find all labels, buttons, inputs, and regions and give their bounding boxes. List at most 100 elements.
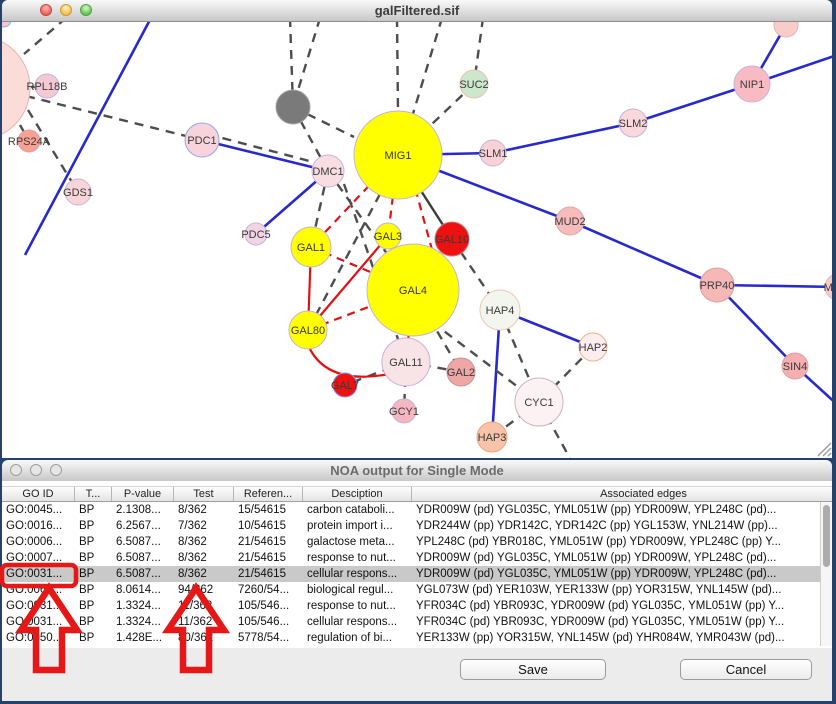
table-cell: GO:0065... [6,584,63,596]
table-cell: GO:0031... [6,616,63,628]
column-header[interactable]: T... [75,487,112,501]
table-cell: 105/546... [238,600,290,612]
table-row[interactable]: GO:0050... BP 1.428E... 80/362 5778/54... reg… [2,630,820,646]
node-HAP3[interactable] [476,421,508,453]
table-cell: regulation of bi... [307,632,393,644]
node-PRP40[interactable] [699,267,735,303]
network-edge [431,83,475,125]
noa-window-title: NOA output for Single Mode [330,463,504,478]
scrollbar-thumb[interactable] [823,505,830,567]
node-SLM1[interactable] [479,139,507,167]
node-GAL3[interactable] [374,222,402,250]
node-RPL18B[interactable] [34,73,60,99]
network-edge [292,105,355,139]
zoom-icon[interactable] [80,4,92,16]
network-edge [23,15,154,256]
table-cell: YDR009W (pd) YGL035C, YML051W (pp) YDR00… [416,504,777,516]
table-cell: 1.3324... [116,600,161,612]
column-header[interactable]: Desciption [303,487,412,501]
table-row[interactable]: GO:0007... BP 6.5087... 8/362 21/54615 respon… [2,550,820,566]
noa-window-titlebar[interactable]: NOA output for Single Mode [2,460,832,482]
node-gray[interactable] [275,89,311,125]
node-NIP1[interactable] [733,65,771,103]
resize-grip-icon[interactable] [817,442,832,457]
node-GAL11[interactable] [381,337,431,387]
minimize-icon[interactable] [30,464,42,476]
table-row[interactable]: GO:0045... BP 2.1308... 8/362 15/54615 carbon… [2,502,820,518]
table-row[interactable]: GO:0065... BP 8.0614... 94/362 7260/54... bio… [2,582,820,598]
node-SIN4[interactable] [781,352,809,380]
network-graph: RPL18BRPS24AGDS1PDC1PDC5DMC1SUC2SLM1SLM2… [2,12,832,458]
table-row[interactable]: GO:0016... BP 6.2567... 7/362 10/54615 protei… [2,518,820,534]
network-edge [293,17,322,101]
node-SUC2[interactable] [459,69,489,99]
node-cut-topleft[interactable] [2,12,12,28]
node-SLM2[interactable] [618,108,648,138]
table-cell: 6.5087... [116,536,161,548]
node-MIG1[interactable] [353,110,443,200]
network-window-title: galFiltered.sif [374,3,460,18]
vertical-scrollbar[interactable] [820,502,832,646]
table-row[interactable]: GO:0031... BP 6.5087... 8/362 21/54615 cellul… [2,566,820,582]
table-cell: BP [79,520,95,532]
column-header[interactable]: Associated edges [600,488,687,500]
table-cell: 11/362 [178,600,213,612]
minimize-icon[interactable] [60,4,72,16]
cancel-button[interactable]: Cancel [680,659,812,680]
node-PDC5[interactable] [244,222,268,246]
table-row[interactable]: GO:0031... BP 1.3324... 11/362 105/546... res… [2,598,820,614]
node-GAL4[interactable] [366,243,460,337]
column-header[interactable]: Test [174,487,234,501]
table-cell: YFR034C (pd) YBR093C, YDR009W (pd) YGL03… [416,600,785,612]
network-canvas[interactable]: RPL18B RPS24A GDS1 PDC1 PDC5 DMC1 SUC2 SLM1 SLM2… [2,12,832,458]
network-window-titlebar[interactable]: galFiltered.sif [2,0,832,22]
table-cell: BP [79,616,95,628]
node-DMC1[interactable] [311,154,345,188]
network-edge [306,344,390,378]
node-GAL7[interactable] [332,372,358,398]
network-edge [395,17,400,112]
table-cell: BP [79,536,95,548]
node-GAL1[interactable] [290,226,332,268]
network-edge [291,106,330,172]
table-cell: YDR009W (pd) YGL035C, YML051W (pp) YDR00… [416,552,777,564]
table-cell: GO:0031... [6,568,63,580]
noa-output-window: NOA output for Single Mode GO ID T... P-va… [2,460,832,701]
network-edge [410,17,444,118]
node-GDS1[interactable] [64,178,92,206]
column-header[interactable]: GO ID [2,487,75,501]
network-edge [490,309,502,438]
node-cut-topright[interactable] [773,12,799,38]
network-edge [23,17,67,55]
node-PDC1[interactable] [184,122,220,158]
table-cell: 6.5087... [116,552,161,564]
zoom-icon[interactable] [50,464,62,476]
close-icon[interactable] [40,4,52,16]
close-icon[interactable] [10,464,22,476]
node-GAL80[interactable] [288,310,328,350]
node-HAP4[interactable] [479,289,521,331]
column-header[interactable]: Referen... [234,487,303,501]
table-cell: 21/54615 [238,536,286,548]
node-RPS24A[interactable] [17,129,41,153]
node-CYC1[interactable] [514,377,564,427]
node-GCY1[interactable] [391,398,417,424]
node-large-pale[interactable] [2,36,31,140]
node-MSL5[interactable] [824,274,832,300]
table-row[interactable]: GO:0006... BP 6.5087... 8/362 21/54615 galact… [2,534,820,550]
save-button[interactable]: Save [460,659,606,680]
table-cell: 6.5087... [116,568,161,580]
table-cell: BP [79,600,95,612]
table-cell: 21/54615 [238,552,286,564]
table-cell: 1.3324... [116,616,161,628]
node-GAL10[interactable] [434,221,470,257]
table-row[interactable]: GO:0031... BP 1.3324... 11/362 105/546... cel… [2,614,820,630]
node-GAL2[interactable] [446,357,476,387]
table-cell: 11/362 [178,616,213,628]
network-edge [26,109,80,193]
node-HAP2[interactable] [578,332,608,362]
node-MUD2[interactable] [555,206,585,236]
column-header[interactable]: P-value [112,487,174,501]
table-cell: 94/362 [178,584,214,596]
